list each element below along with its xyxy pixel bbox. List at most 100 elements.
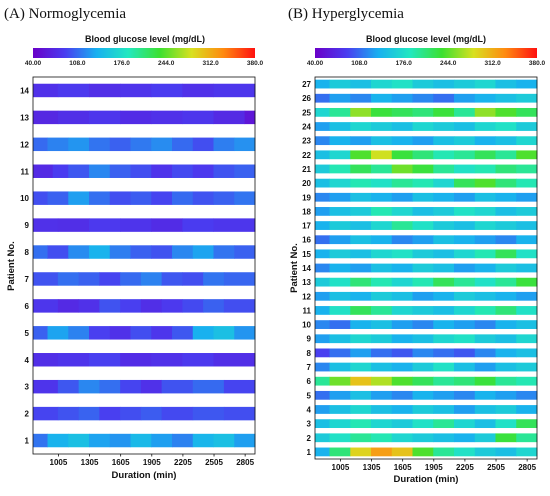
x-axis-label: Duration (min) <box>394 474 459 485</box>
glucose-segment <box>315 376 330 386</box>
glucose-segment <box>192 379 225 394</box>
glucose-segment <box>213 191 235 205</box>
glucose-segment <box>433 433 455 443</box>
patient-row-2 <box>33 406 256 421</box>
glucose-segment <box>474 405 496 414</box>
glucose-segment <box>315 93 330 103</box>
y-tick-label: 26 <box>302 94 311 103</box>
glucose-segment <box>371 164 393 174</box>
glucose-segment <box>516 320 538 329</box>
glucose-segment <box>474 192 496 202</box>
glucose-segment <box>371 122 393 131</box>
glucose-segment <box>391 433 413 443</box>
glucose-segment <box>315 136 330 146</box>
glucose-segment <box>495 235 517 245</box>
x-tick-labels: 1005 1305 1605 1905 2205 2505 2805 <box>332 459 537 472</box>
glucose-segment <box>172 245 194 259</box>
glucose-segment <box>474 348 496 358</box>
glucose-segment <box>433 150 455 160</box>
glucose-segment <box>315 249 330 259</box>
glucose-segment <box>329 178 351 188</box>
y-tick-label: 7 <box>25 275 30 284</box>
glucose-segment <box>495 376 517 386</box>
y-tick-label: 2 <box>307 434 312 443</box>
glucose-segment <box>495 348 517 358</box>
glucose-segment <box>433 419 455 429</box>
glucose-segment <box>495 433 517 443</box>
glucose-segment <box>516 348 538 358</box>
glucose-segment <box>120 379 142 394</box>
x-tick-label: 1305 <box>363 463 381 472</box>
glucose-segment <box>474 433 496 443</box>
glucose-segment <box>454 207 476 216</box>
glucose-segment <box>120 218 152 232</box>
glucose-segment <box>350 207 372 216</box>
glucose-segment <box>516 122 538 131</box>
glucose-segment <box>371 263 393 273</box>
y-tick-label: 25 <box>302 108 311 117</box>
glucose-segment <box>516 136 538 146</box>
glucose-segment <box>213 164 235 178</box>
glucose-segment <box>412 291 434 301</box>
glucose-segment <box>371 433 393 443</box>
glucose-segment <box>454 107 476 117</box>
glucose-segment <box>234 164 256 178</box>
glucose-segment <box>33 110 59 125</box>
glucose-segment <box>130 164 152 178</box>
colorbar-tick-label: 108.0 <box>351 60 368 67</box>
glucose-segment <box>391 235 413 245</box>
glucose-segment <box>151 191 173 205</box>
glucose-segment <box>151 245 173 259</box>
glucose-segment <box>315 79 330 89</box>
glucose-segment <box>495 221 517 230</box>
glucose-segment <box>495 390 517 400</box>
glucose-segment <box>130 433 152 448</box>
glucose-segment <box>109 137 131 152</box>
glucose-segment <box>213 218 256 232</box>
y-tick-label: 10 <box>302 321 311 330</box>
glucose-segment <box>516 433 538 443</box>
glucose-segment <box>350 277 372 287</box>
glucose-segment <box>391 320 413 329</box>
glucose-segment <box>315 221 330 230</box>
glucose-segment <box>350 164 372 174</box>
glucose-segment <box>495 207 517 216</box>
patient-row-5 <box>33 326 256 340</box>
colorbar-ticks: 40.00 108.0 176.0 244.0 312.0 380.0 <box>307 60 546 67</box>
glucose-segment <box>412 164 434 174</box>
glucose-segment <box>474 320 496 329</box>
y-tick-label: 10 <box>20 194 29 203</box>
glucose-segment <box>329 122 351 131</box>
patient-row-11 <box>33 164 256 178</box>
glucose-segment <box>329 107 351 117</box>
glucose-segment <box>172 164 194 178</box>
glucose-segment <box>33 353 59 367</box>
patient-row-5 <box>315 390 538 400</box>
y-tick-label: 14 <box>20 86 29 95</box>
x-tick-label: 1005 <box>50 458 68 467</box>
glucose-segment <box>234 245 256 259</box>
patient-row-3 <box>33 379 256 394</box>
glucose-segment <box>99 406 121 421</box>
patient-row-3 <box>315 419 538 429</box>
glucose-segment <box>130 137 152 152</box>
x-tick-label: 2805 <box>236 458 254 467</box>
glucose-segment <box>412 334 434 344</box>
y-tick-label: 13 <box>20 113 29 122</box>
glucose-segment <box>350 263 372 273</box>
patient-row-10 <box>315 320 538 329</box>
glucose-segment <box>140 406 163 421</box>
glucose-segment <box>516 221 538 230</box>
glucose-segment <box>109 191 131 205</box>
y-tick-label: 4 <box>307 405 312 414</box>
glucose-segment <box>391 150 413 160</box>
colorbar-tick-label: 40.00 <box>25 60 42 67</box>
glucose-segment <box>433 362 455 372</box>
glucose-segment <box>433 192 455 202</box>
glucose-segment <box>161 379 194 394</box>
glucose-segment <box>495 419 517 429</box>
glucose-segment <box>89 83 121 98</box>
glucose-segment <box>315 348 330 358</box>
glucose-segment <box>474 376 496 386</box>
glucose-segment <box>412 277 434 287</box>
